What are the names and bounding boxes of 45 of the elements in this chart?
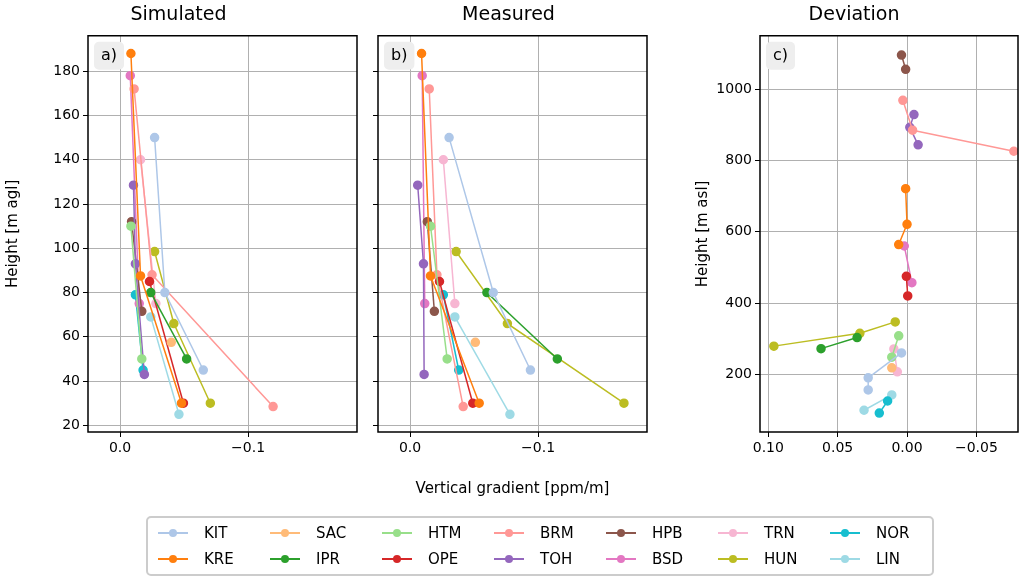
legend-label: KRE — [204, 550, 234, 568]
x-tick-label: 0.0 — [398, 439, 422, 456]
y-tick-label: 200 — [725, 364, 752, 381]
legend-label: NOR — [876, 524, 910, 542]
chart-title: Deviation — [808, 2, 900, 25]
legend-label: SAC — [316, 524, 347, 542]
legend-label: OPE — [428, 550, 459, 568]
y-tick-label: 800 — [725, 151, 752, 168]
y-tick-label: 60 — [62, 327, 80, 344]
y-tick-label: 600 — [725, 222, 752, 239]
legend-label: HTM — [428, 524, 462, 542]
x-tick-label: 0.0 — [108, 439, 132, 456]
legend-label: LIN — [876, 550, 901, 568]
y-axis-title: Height [m agl] — [2, 179, 21, 289]
y-tick-label: 120 — [53, 194, 80, 211]
annotation: c) — [773, 44, 789, 64]
annotation: b) — [391, 44, 408, 64]
annotation: a) — [101, 44, 118, 64]
x-tick-label: 0.10 — [752, 439, 784, 456]
x-tick-label: −0.1 — [521, 439, 556, 456]
y-tick-label: 160 — [53, 106, 80, 123]
y-axis-title: Height [m asl] — [692, 180, 711, 288]
x-tick-label: −0.1 — [231, 439, 266, 456]
y-tick-label: 1000 — [716, 79, 752, 96]
y-tick-label: 20 — [62, 416, 80, 432]
x-tick-label: 0.00 — [891, 439, 923, 456]
legend-label: TRN — [764, 524, 795, 542]
y-tick-label: 400 — [725, 293, 752, 310]
legend-label: BSD — [652, 550, 684, 568]
chart-title: Measured — [462, 2, 555, 25]
y-tick-label: 100 — [53, 238, 80, 255]
legend-label: HUN — [764, 550, 798, 568]
legend-label: TOH — [540, 550, 573, 568]
x-tick-label: 0.05 — [822, 439, 854, 456]
x-tick-label: −0.05 — [954, 439, 998, 456]
chart-title: Simulated — [130, 2, 227, 25]
y-tick-label: 140 — [53, 150, 80, 167]
y-tick-label: 80 — [62, 283, 80, 300]
x-axis-title: Vertical gradient [ppm/m] — [415, 478, 610, 497]
legend-label: HPB — [652, 524, 683, 542]
legend-label: BRM — [540, 524, 574, 542]
y-tick-label: 40 — [62, 371, 80, 388]
y-tick-label: 180 — [53, 61, 80, 78]
legend-label: KIT — [204, 524, 228, 542]
legend-label: IPR — [316, 550, 340, 568]
